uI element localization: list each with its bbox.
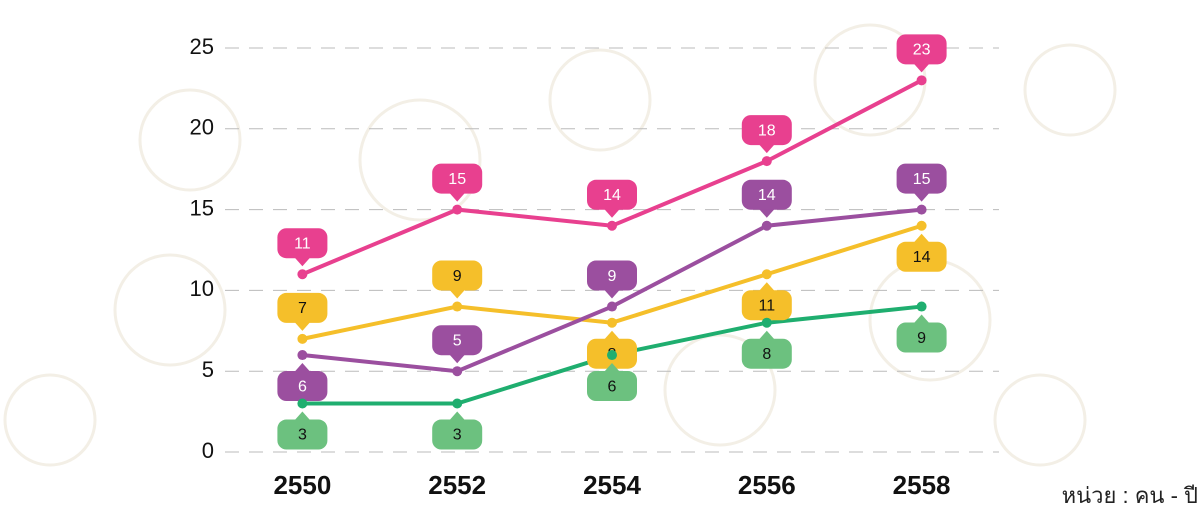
y-tick-label: 0 xyxy=(202,438,214,463)
label-pointer xyxy=(449,290,465,299)
point xyxy=(917,221,927,231)
value-label: 7 xyxy=(277,293,327,331)
value-label: 9 xyxy=(897,315,947,353)
x-tick-label: 2556 xyxy=(738,470,796,500)
series-line xyxy=(302,80,921,274)
point xyxy=(762,318,772,328)
label-pointer xyxy=(759,144,775,153)
data-label: 5 xyxy=(453,332,462,349)
y-tick-label: 10 xyxy=(190,276,214,301)
point xyxy=(452,399,462,409)
data-label: 9 xyxy=(917,330,926,347)
data-label: 6 xyxy=(608,378,617,395)
point xyxy=(607,302,617,312)
data-label: 23 xyxy=(913,42,931,59)
x-tick-label: 2558 xyxy=(893,470,951,500)
data-label: 14 xyxy=(603,187,621,204)
point xyxy=(762,269,772,279)
point xyxy=(607,221,617,231)
data-label: 7 xyxy=(298,300,307,317)
label-pointer xyxy=(759,282,775,291)
point xyxy=(452,205,462,215)
value-label: 14 xyxy=(587,180,637,218)
point xyxy=(762,156,772,166)
data-label: 14 xyxy=(758,187,776,204)
point xyxy=(762,221,772,231)
data-label: 3 xyxy=(453,427,462,444)
data-label: 15 xyxy=(913,171,931,188)
label-pointer xyxy=(914,234,930,243)
point xyxy=(297,269,307,279)
point xyxy=(452,366,462,376)
data-label: 3 xyxy=(298,427,307,444)
value-label: 8 xyxy=(587,331,637,369)
x-tick-label: 2554 xyxy=(583,470,641,500)
point xyxy=(297,334,307,344)
x-tick-label: 2550 xyxy=(273,470,331,500)
value-label: 9 xyxy=(432,261,482,299)
value-label: 14 xyxy=(742,180,792,218)
data-label: 14 xyxy=(913,249,931,266)
point xyxy=(917,205,927,215)
point xyxy=(917,302,927,312)
y-tick-label: 15 xyxy=(190,195,214,220)
value-label: 14 xyxy=(897,234,947,272)
value-label: 11 xyxy=(742,282,792,320)
value-label: 15 xyxy=(897,164,947,202)
point xyxy=(607,350,617,360)
label-pointer xyxy=(914,315,930,324)
data-label: 9 xyxy=(608,268,617,285)
data-label: 11 xyxy=(758,297,775,314)
value-label: 6 xyxy=(587,363,637,401)
label-pointer xyxy=(294,322,310,331)
label-pointer xyxy=(604,290,620,299)
value-label: 5 xyxy=(432,325,482,363)
background-decoration xyxy=(5,25,1115,465)
value-label: 11 xyxy=(277,228,327,266)
label-pointer xyxy=(914,63,930,72)
point xyxy=(297,399,307,409)
point xyxy=(297,350,307,360)
y-tick-label: 25 xyxy=(190,34,214,59)
label-pointer xyxy=(914,193,930,202)
data-label: 15 xyxy=(448,171,466,188)
label-pointer xyxy=(449,354,465,363)
value-label: 3 xyxy=(277,412,327,450)
data-label: 6 xyxy=(298,378,307,395)
label-pointer xyxy=(294,363,310,372)
value-label: 9 xyxy=(587,261,637,299)
data-label: 8 xyxy=(762,346,771,363)
data-label: 11 xyxy=(294,235,311,252)
unit-note: หน่วย : คน - ปี xyxy=(1062,483,1198,508)
chart: หน่วย : คน - ปี 0 5 10 15 20 25 2550 2552 2554 25… xyxy=(0,0,1204,514)
data-label: 9 xyxy=(453,268,462,285)
value-label: 6 xyxy=(277,363,327,401)
label-pointer xyxy=(759,331,775,340)
label-pointer xyxy=(604,331,620,340)
value-label: 15 xyxy=(432,164,482,202)
value-label: 18 xyxy=(742,115,792,153)
value-label: 23 xyxy=(897,34,947,72)
data-label: 18 xyxy=(758,122,776,139)
point xyxy=(917,75,927,85)
label-pointer xyxy=(294,412,310,421)
point xyxy=(607,318,617,328)
value-label: 3 xyxy=(432,412,482,450)
y-tick-label: 20 xyxy=(190,115,214,140)
x-tick-label: 2552 xyxy=(428,470,486,500)
value-label: 8 xyxy=(742,331,792,369)
label-pointer xyxy=(759,209,775,218)
point xyxy=(452,302,462,312)
y-tick-label: 5 xyxy=(202,357,214,382)
label-pointer xyxy=(294,257,310,266)
label-pointer xyxy=(449,412,465,421)
label-pointer xyxy=(604,209,620,218)
